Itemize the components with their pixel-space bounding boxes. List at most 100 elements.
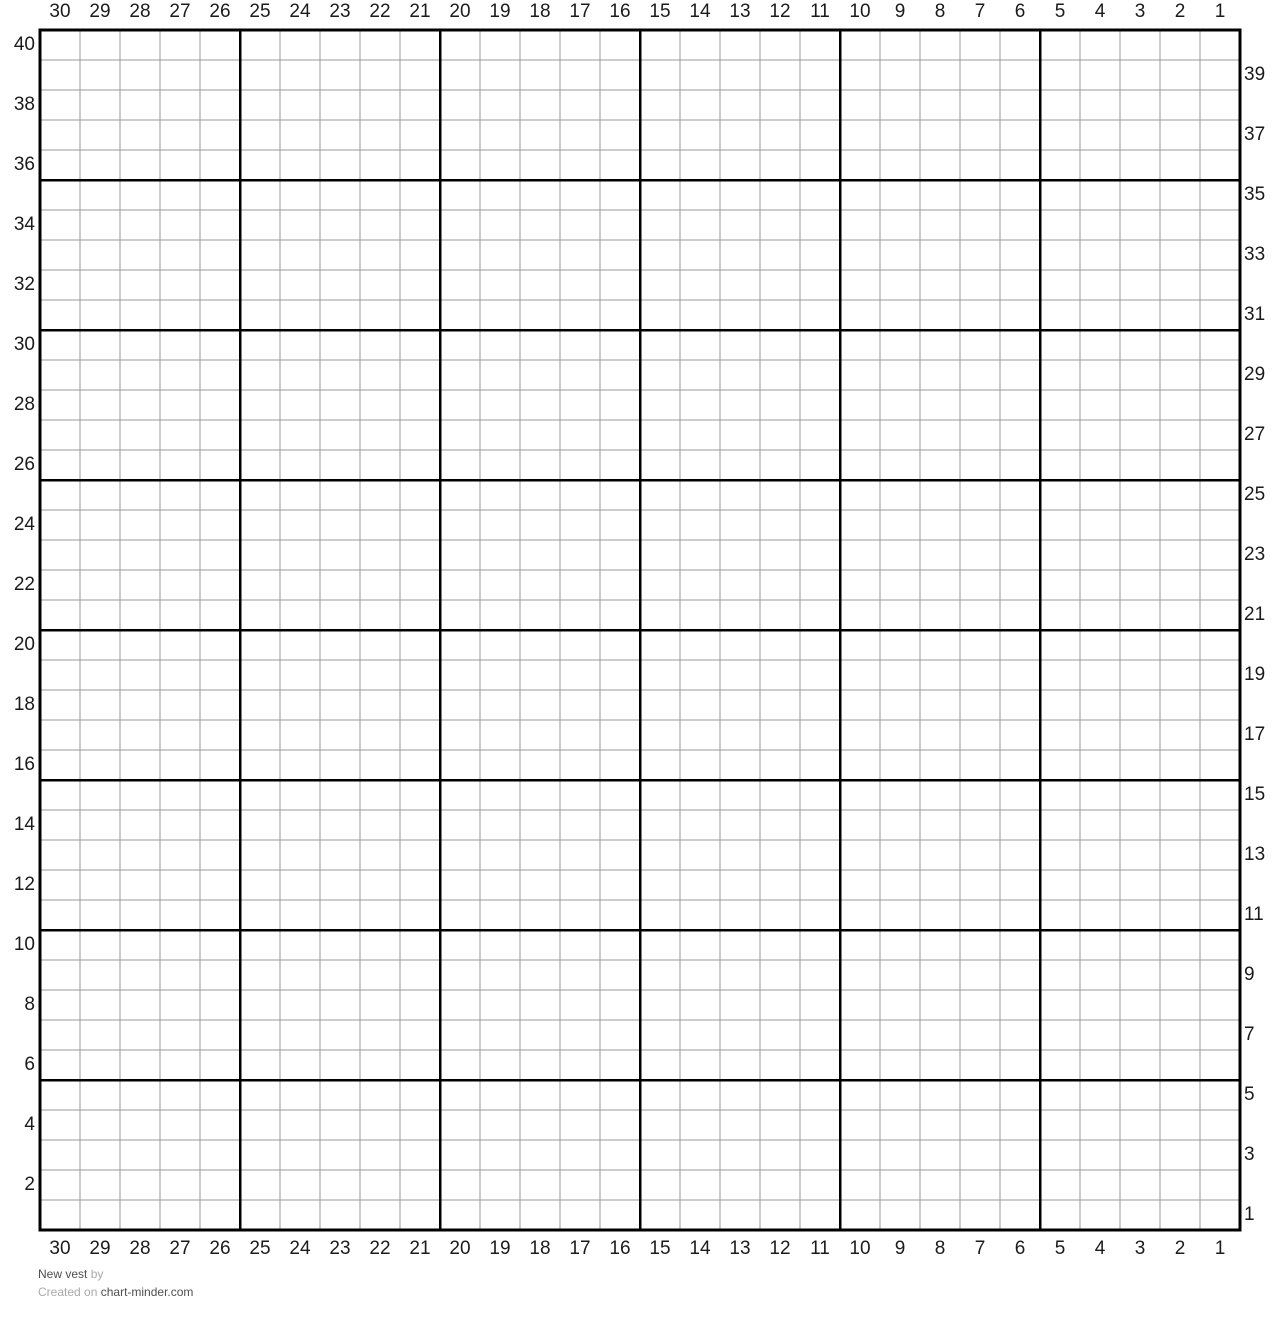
column-label-bottom: 20: [449, 1238, 471, 1259]
column-label-top: 23: [329, 1, 351, 22]
credit-prefix: Created on: [38, 1285, 98, 1299]
column-label-bottom: 2: [1174, 1238, 1186, 1259]
column-label-top: 18: [529, 1, 551, 22]
column-label-bottom: 14: [689, 1238, 711, 1259]
column-label-top: 24: [289, 1, 311, 22]
row-label-left: 32: [13, 274, 35, 295]
row-label-left: 26: [13, 454, 35, 475]
column-label-top: 30: [49, 1, 71, 22]
column-label-bottom: 3: [1134, 1238, 1146, 1259]
column-label-top: 25: [249, 1, 271, 22]
column-label-bottom: 30: [49, 1238, 71, 1259]
column-label-bottom: 1: [1214, 1238, 1226, 1259]
row-label-right: 15: [1244, 784, 1266, 805]
column-label-top: 3: [1134, 1, 1146, 22]
column-label-top: 21: [409, 1, 431, 22]
column-label-top: 19: [489, 1, 511, 22]
column-label-bottom: 27: [169, 1238, 191, 1259]
row-label-left: 20: [13, 634, 35, 655]
column-label-bottom: 15: [649, 1238, 671, 1259]
chart-title: New vest: [38, 1267, 88, 1281]
column-label-bottom: 7: [974, 1238, 986, 1259]
row-label-right: 17: [1244, 724, 1266, 745]
column-label-top: 20: [449, 1, 471, 22]
row-label-left: 24: [13, 514, 35, 535]
row-label-left: 4: [24, 1114, 35, 1135]
column-label-bottom: 23: [329, 1238, 351, 1259]
row-label-left: 14: [13, 814, 35, 835]
row-label-left: 2: [24, 1174, 35, 1195]
row-label-left: 16: [13, 754, 35, 775]
column-label-bottom: 5: [1054, 1238, 1066, 1259]
column-label-top: 12: [769, 1, 791, 22]
row-label-right: 11: [1244, 904, 1264, 925]
row-label-left: 10: [13, 934, 35, 955]
column-label-top: 10: [849, 1, 871, 22]
row-label-right: 9: [1244, 964, 1255, 985]
column-label-bottom: 9: [894, 1238, 906, 1259]
column-label-top: 6: [1014, 1, 1026, 22]
column-label-bottom: 21: [409, 1238, 431, 1259]
row-label-left: 38: [13, 94, 35, 115]
column-label-bottom: 24: [289, 1238, 311, 1259]
column-label-top: 7: [974, 1, 986, 22]
column-label-top: 27: [169, 1, 191, 22]
column-label-top: 13: [729, 1, 751, 22]
column-label-top: 4: [1094, 1, 1106, 22]
row-label-left: 18: [13, 694, 35, 715]
chart-footer: New vest by Created on chart-minder.com: [38, 1265, 193, 1301]
row-label-right: 29: [1244, 364, 1266, 385]
column-label-top: 14: [689, 1, 711, 22]
column-label-top: 1: [1214, 1, 1226, 22]
row-label-right: 31: [1244, 304, 1266, 325]
column-label-top: 28: [129, 1, 151, 22]
column-label-bottom: 28: [129, 1238, 151, 1259]
column-label-bottom: 10: [849, 1238, 871, 1259]
row-label-right: 39: [1244, 64, 1266, 85]
row-label-left: 36: [13, 154, 35, 175]
column-label-top: 15: [649, 1, 671, 22]
column-label-top: 8: [934, 1, 946, 22]
chart-credit-line: Created on chart-minder.com: [38, 1283, 193, 1301]
chart-byline: by: [90, 1267, 104, 1281]
row-label-right: 1: [1244, 1204, 1255, 1225]
column-label-bottom: 29: [89, 1238, 111, 1259]
column-label-bottom: 26: [209, 1238, 231, 1259]
column-label-bottom: 25: [249, 1238, 271, 1259]
grid-border: [38, 28, 1242, 1232]
row-label-right: 33: [1244, 244, 1266, 265]
column-label-bottom: 18: [529, 1238, 551, 1259]
site-name: chart-minder.com: [100, 1285, 194, 1299]
column-label-top: 16: [609, 1, 631, 22]
row-label-left: 30: [13, 334, 35, 355]
column-label-top: 22: [369, 1, 391, 22]
row-label-left: 22: [13, 574, 35, 595]
row-label-right: 5: [1244, 1084, 1255, 1105]
column-label-top: 26: [209, 1, 231, 22]
row-label-left: 34: [13, 214, 35, 235]
chart-title-line: New vest by: [38, 1265, 193, 1283]
column-label-bottom: 22: [369, 1238, 391, 1259]
row-label-left: 6: [24, 1054, 35, 1075]
column-label-bottom: 8: [934, 1238, 946, 1259]
column-label-top: 5: [1054, 1, 1066, 22]
column-label-bottom: 13: [729, 1238, 751, 1259]
column-label-bottom: 19: [489, 1238, 511, 1259]
row-label-right: 35: [1244, 184, 1266, 205]
column-label-bottom: 6: [1014, 1238, 1026, 1259]
column-label-bottom: 16: [609, 1238, 631, 1259]
column-label-top: 17: [569, 1, 591, 22]
row-label-right: 23: [1244, 544, 1266, 565]
row-label-left: 8: [24, 994, 35, 1015]
column-label-top: 29: [89, 1, 111, 22]
row-label-right: 3: [1244, 1144, 1255, 1165]
row-label-right: 27: [1244, 424, 1266, 445]
column-label-top: 2: [1174, 1, 1186, 22]
row-label-right: 25: [1244, 484, 1266, 505]
column-label-bottom: 11: [810, 1238, 830, 1259]
column-label-top: 11: [810, 1, 830, 22]
row-label-left: 40: [13, 34, 35, 55]
row-label-right: 13: [1244, 844, 1266, 865]
